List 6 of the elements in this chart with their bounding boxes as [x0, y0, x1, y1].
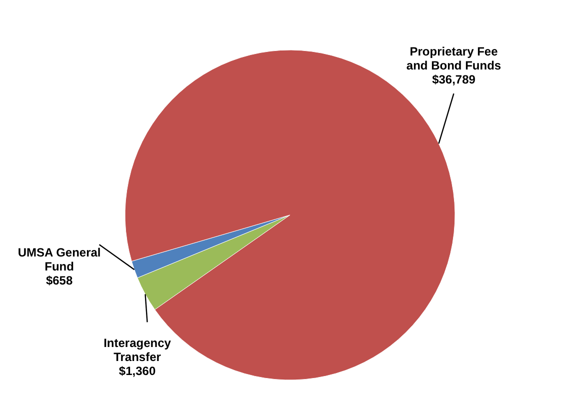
data-label: $36,789 [432, 72, 476, 87]
data-label: $1,360 [118, 364, 156, 378]
data-label: $658 [46, 274, 73, 288]
slice-label: UMSA General Fund [18, 246, 101, 274]
slice-label: Proprietary Fee and Bond Funds [406, 44, 502, 73]
slice-label: Interagency Transfer [104, 336, 172, 364]
